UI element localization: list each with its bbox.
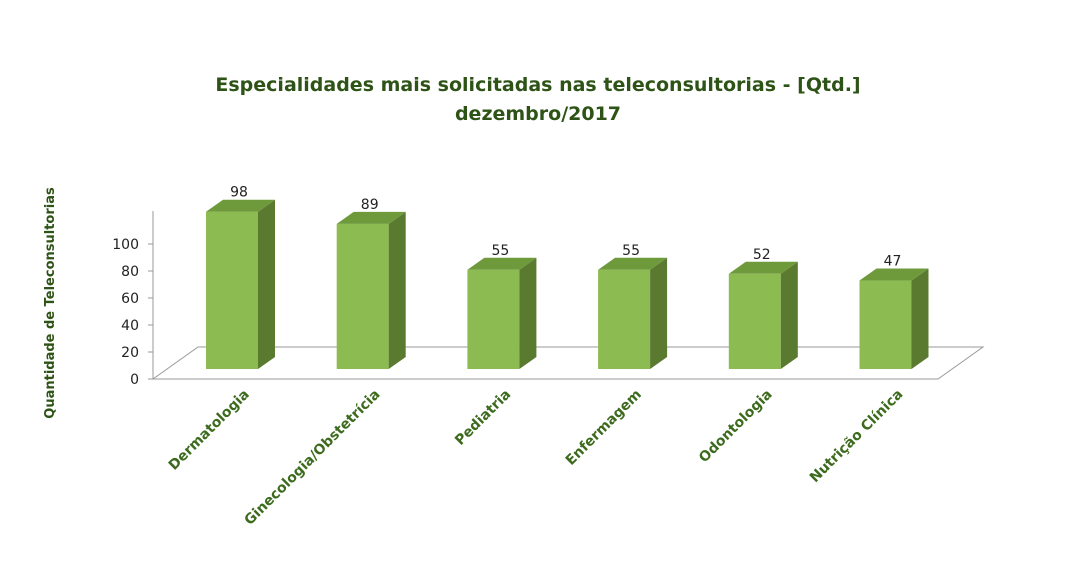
chart-title: Especialidades mais solicitadas nas tele… [215, 74, 860, 125]
bar [598, 257, 668, 369]
floor-plane [151, 346, 985, 380]
bar-front [728, 273, 781, 369]
category-label: Nutrição Clínica [807, 387, 906, 486]
bar-side [780, 261, 798, 369]
bar [859, 268, 929, 369]
bar-front [206, 211, 258, 369]
category-label: Ginecologia/Obstetrícia [241, 387, 383, 529]
data-label: 98 [230, 185, 248, 201]
bar-side [258, 199, 275, 369]
bar [467, 257, 537, 369]
chart-floor [151, 346, 985, 380]
data-label: 55 [622, 243, 640, 259]
category-label: Dermatologia [166, 387, 253, 474]
y-tick-label: 40 [121, 318, 139, 334]
bar-side [519, 257, 537, 369]
bar [206, 199, 275, 369]
bar-top [206, 199, 275, 212]
data-label: 89 [361, 197, 379, 213]
bar-front [336, 223, 389, 369]
bar-side [911, 268, 929, 369]
bar-front [598, 269, 651, 369]
y-tick-label: 80 [121, 264, 139, 280]
y-tick-label: 100 [112, 237, 139, 253]
category-label: Pediatria [452, 387, 514, 449]
y-axis-label: Quantidade de Teleconsultorias [43, 187, 58, 419]
data-label: 55 [491, 243, 509, 259]
data-label: 52 [753, 247, 771, 263]
bar-top [598, 257, 668, 270]
data-label: 47 [884, 254, 902, 270]
chart-title-line-1: Especialidades mais solicitadas nas tele… [215, 74, 860, 96]
data-labels: 98 89 55 55 52 47 [230, 185, 901, 270]
bar-top [728, 261, 798, 274]
category-label: Odontologia [696, 387, 776, 467]
bar-top [467, 257, 537, 270]
bar-side [388, 211, 406, 369]
y-axis: 0 20 40 60 80 100 [112, 211, 154, 388]
category-label: Enfermagem [563, 387, 645, 469]
chart-title-line-2: dezembro/2017 [455, 103, 621, 125]
bar-side [650, 257, 668, 369]
bars [206, 199, 929, 369]
bar-front [467, 269, 520, 369]
bar [336, 211, 406, 369]
y-tick-label: 0 [130, 372, 139, 388]
y-tick-label: 20 [121, 345, 139, 361]
bar-top [859, 268, 929, 281]
bar-front [859, 280, 912, 369]
y-tick-label: 60 [121, 291, 139, 307]
bar [728, 261, 798, 369]
bar-top [336, 211, 406, 224]
